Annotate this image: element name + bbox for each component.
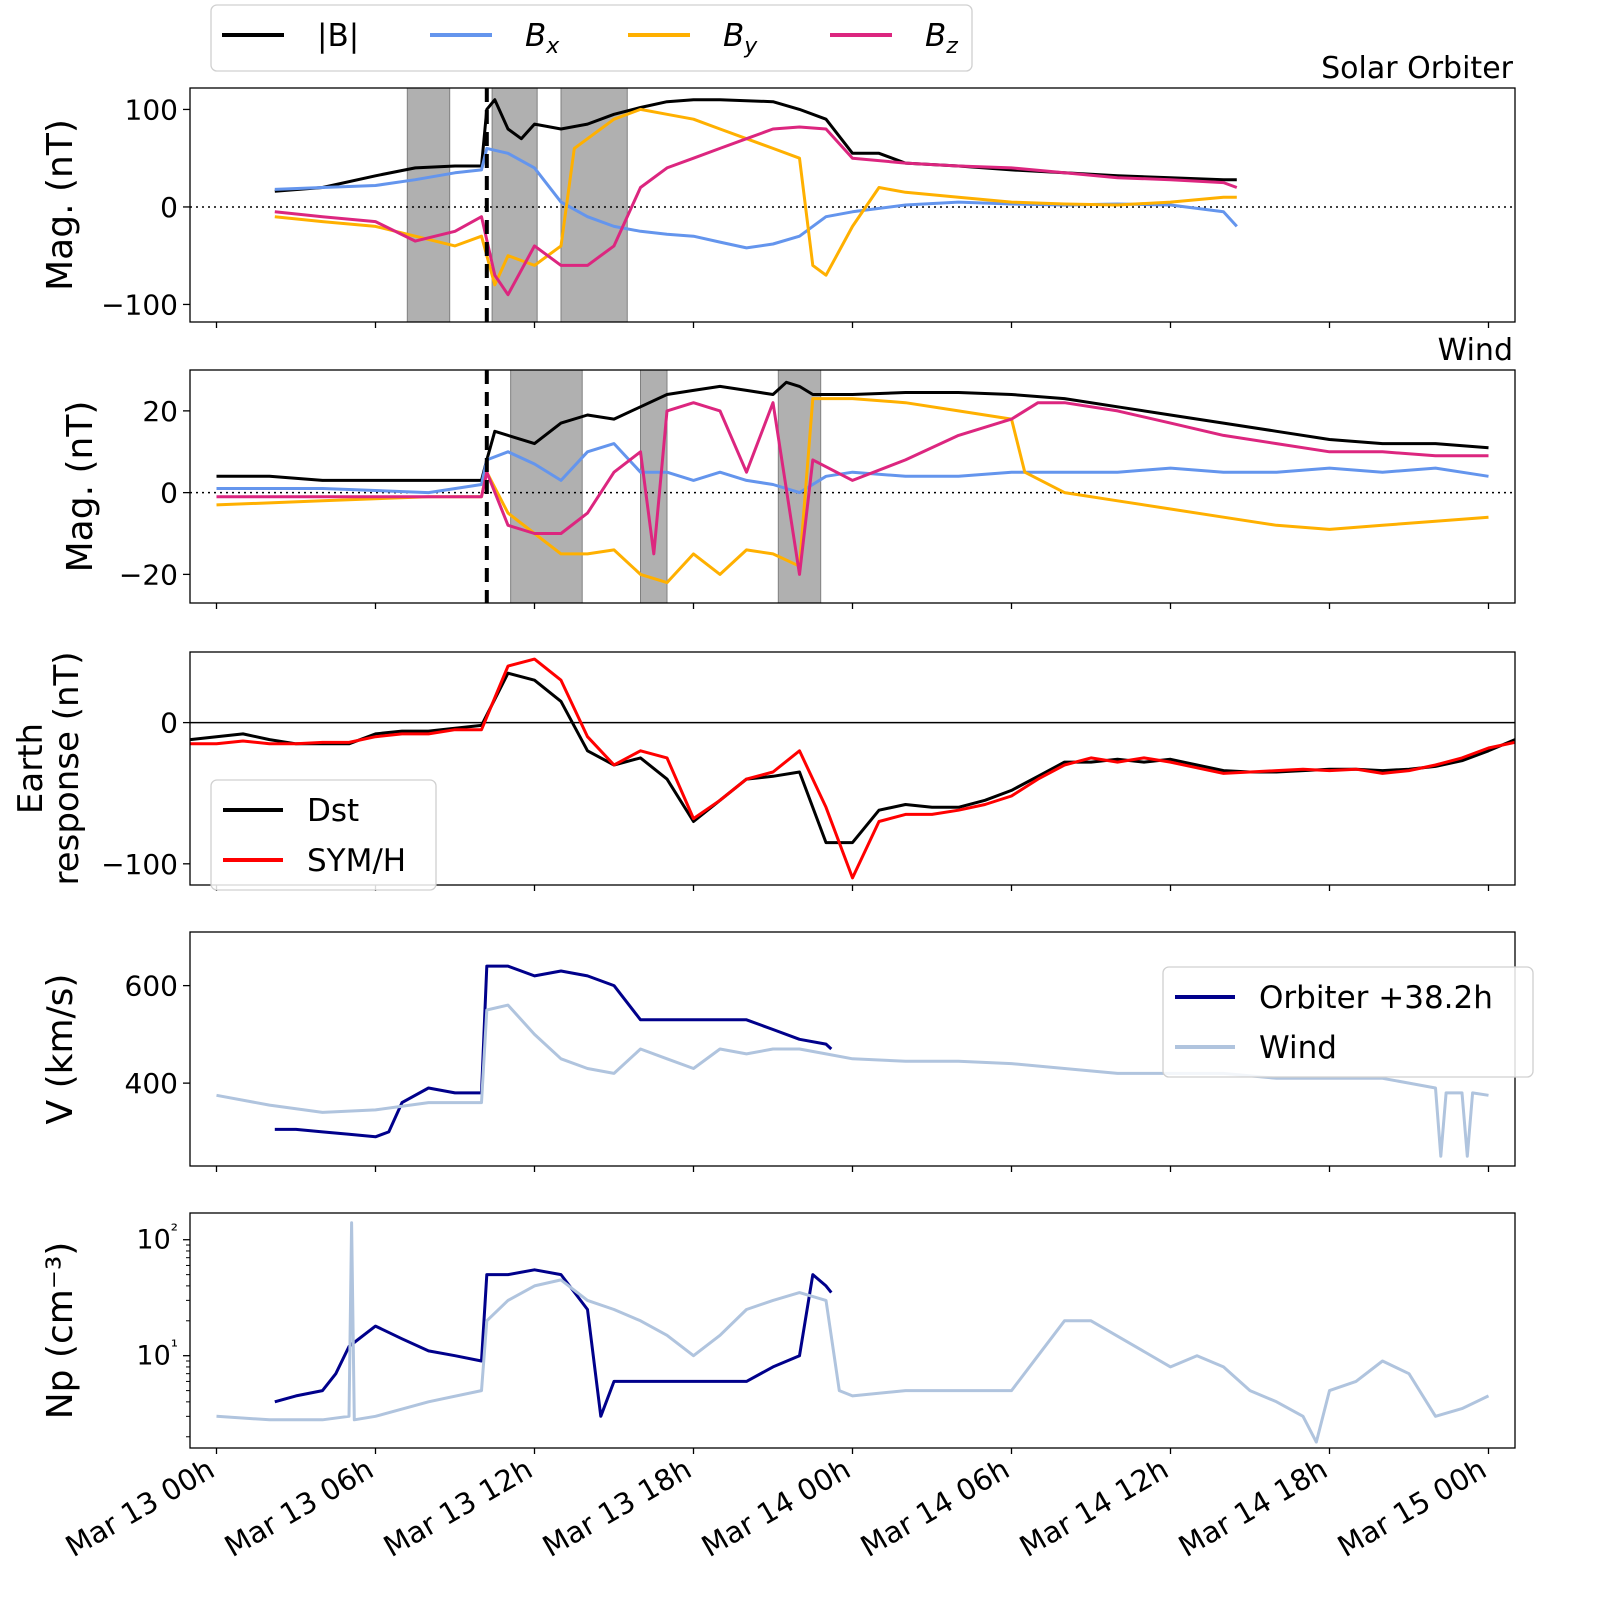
panels: 100 0 −100 Mag. (nT) Solar Orbiter 20 0 −20 Mag.… xyxy=(11,51,1534,1454)
legend-label: Bx xyxy=(525,18,560,59)
series-line-wind xyxy=(216,1221,1490,1444)
series-line-orbiter-38-2h xyxy=(274,964,833,1139)
x-tick-label: Mar 13 00h xyxy=(60,1452,220,1564)
legend-label: Wind xyxy=(1259,1030,1337,1066)
legend-label: Orbiter +38.2h xyxy=(1259,980,1493,1016)
x-tick-label: Mar 13 06h xyxy=(219,1452,379,1564)
y-tick-label: 400 xyxy=(125,1067,178,1100)
series-line-by xyxy=(274,107,1237,287)
series-line-bx xyxy=(274,146,1238,250)
x-tick-label: Mar 14 18h xyxy=(1173,1452,1333,1564)
y-axis-label: Earth xyxy=(11,723,51,814)
x-tick-label: Mar 14 06h xyxy=(855,1452,1015,1564)
shaded-interval xyxy=(491,87,538,323)
legend-label: Bz xyxy=(925,18,958,59)
series-group xyxy=(216,380,1489,585)
y-axis-label: V (km/s) xyxy=(40,974,81,1125)
series-line-bx xyxy=(216,442,1489,495)
y-axis-label: Np (cm⁻³) xyxy=(40,1242,81,1420)
series-group xyxy=(216,1221,1490,1444)
plot-frame xyxy=(189,369,1516,604)
legend-box xyxy=(210,4,973,72)
y-tick-label: 10¹ xyxy=(136,1337,178,1372)
series-group xyxy=(274,98,1238,297)
shaded-interval xyxy=(510,369,583,604)
series-line-orbiter-38-2h xyxy=(274,1268,833,1418)
series-line--b xyxy=(274,98,1237,193)
y-tick-label: 20 xyxy=(142,395,178,428)
y-axis-label: Mag. (nT) xyxy=(40,119,81,291)
series-line--b xyxy=(216,380,1489,482)
legend-label: |B| xyxy=(317,18,359,54)
y-tick-label: 0 xyxy=(160,707,178,740)
y-tick-label: 10² xyxy=(136,1221,178,1256)
y-tick-label: −100 xyxy=(101,848,178,881)
plot-frame xyxy=(189,87,1516,323)
series-group xyxy=(216,964,1489,1158)
x-tick-label: Mar 15 00h xyxy=(1332,1452,1492,1564)
panel-legend: Dst SYM/H xyxy=(210,779,437,891)
series-line-wind xyxy=(216,1003,1489,1158)
legend-label: By xyxy=(723,18,758,59)
y-tick-label: 100 xyxy=(125,93,178,126)
series-line-by xyxy=(216,397,1489,585)
x-tick-label: Mar 13 18h xyxy=(537,1452,697,1564)
legend-label: Dst xyxy=(307,793,359,829)
wind-panel: 20 0 −20 Mag. (nT) Wind xyxy=(60,333,1516,609)
series-line-sym-h xyxy=(190,657,1515,880)
top-legend: |B| Bx By Bz xyxy=(210,4,973,72)
x-tick-label: Mar 13 12h xyxy=(378,1452,538,1564)
y-tick-label: 0 xyxy=(160,477,178,510)
panel-title: Solar Orbiter xyxy=(1321,51,1514,86)
velocity-panel: 600 400 V (km/s) Orbiter +38.2h Wind xyxy=(40,931,1534,1172)
series-line-bz xyxy=(216,401,1489,576)
series-group xyxy=(190,657,1515,880)
y-axis-label: response (nT) xyxy=(47,651,87,885)
density-panel: 10² 10¹ Np (cm⁻³) xyxy=(40,1212,1516,1454)
series-line-bz xyxy=(274,125,1238,297)
solar-orbiter-panel: 100 0 −100 Mag. (nT) Solar Orbiter xyxy=(40,51,1516,328)
y-tick-label: −100 xyxy=(101,288,178,321)
y-tick-label: 0 xyxy=(160,191,178,224)
panel-legend: Orbiter +38.2h Wind xyxy=(1162,966,1534,1078)
y-tick-label: 600 xyxy=(125,970,178,1003)
x-tick-label: Mar 14 12h xyxy=(1014,1452,1174,1564)
shaded-interval xyxy=(406,87,451,323)
y-tick-label: −20 xyxy=(119,558,178,591)
x-tick-label: Mar 14 00h xyxy=(696,1452,856,1564)
y-axis-label: Mag. (nT) xyxy=(60,401,101,573)
panel-title: Wind xyxy=(1438,333,1513,368)
legend-label: SYM/H xyxy=(307,843,406,879)
